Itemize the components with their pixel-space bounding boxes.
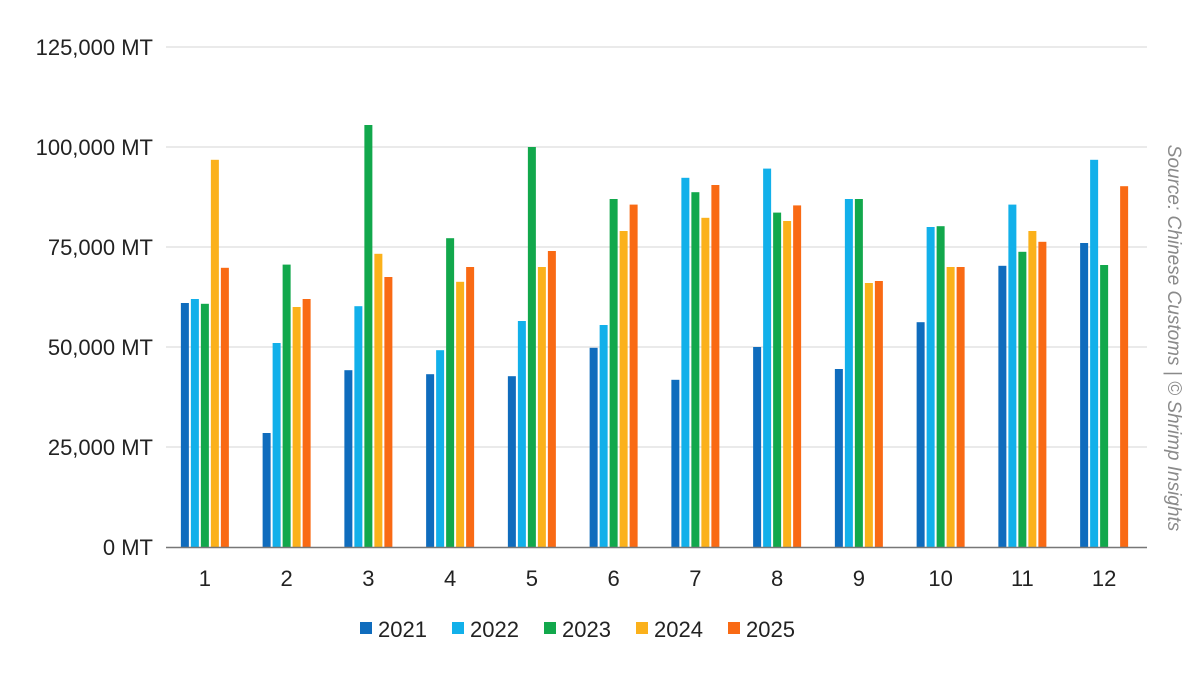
x-tick-label: 12 — [1092, 566, 1116, 591]
bar-2025-month-9 — [874, 281, 883, 547]
legend-swatch-2024 — [636, 622, 648, 634]
bar-2022-month-4 — [436, 350, 445, 547]
x-tick-label: 5 — [526, 566, 538, 591]
bar-2023-month-1 — [200, 303, 209, 547]
bar-2021-month-8 — [753, 347, 762, 547]
x-tick-label: 6 — [608, 566, 620, 591]
legend-label-2023: 2023 — [562, 617, 611, 642]
bar-2025-month-1 — [220, 267, 229, 547]
y-tick-label: 75,000 MT — [48, 235, 153, 260]
y-tick-label: 0 MT — [103, 535, 153, 560]
bar-2022-month-6 — [599, 325, 608, 547]
bar-2022-month-9 — [844, 199, 853, 547]
bar-2023-month-11 — [1018, 251, 1027, 548]
bar-2025-month-10 — [956, 267, 965, 547]
bar-2024-month-10 — [946, 267, 955, 547]
bar-2025-month-8 — [793, 205, 802, 547]
bar-2023-month-7 — [691, 192, 700, 547]
bar-2021-month-9 — [834, 369, 843, 547]
x-tick-label: 11 — [1011, 566, 1034, 591]
bar-2025-month-4 — [466, 267, 475, 547]
y-tick-label: 25,000 MT — [48, 435, 153, 460]
bar-2022-month-10 — [926, 227, 935, 547]
bar-2021-month-7 — [671, 379, 680, 547]
bar-2025-month-12 — [1120, 186, 1129, 547]
bar-2024-month-8 — [783, 221, 792, 547]
bar-2024-month-3 — [374, 253, 383, 548]
bar-2024-month-1 — [210, 159, 219, 548]
bar-2024-month-6 — [619, 231, 628, 547]
bar-2023-month-8 — [773, 212, 782, 547]
gridlines — [166, 46, 1147, 448]
bar-2025-month-6 — [629, 204, 638, 547]
legend-swatch-2022 — [452, 622, 464, 634]
bar-2022-month-12 — [1090, 159, 1099, 548]
bar-2023-month-2 — [282, 264, 291, 547]
bar-2023-month-9 — [854, 199, 863, 547]
legend-label-2024: 2024 — [654, 617, 703, 642]
x-tick-label: 2 — [281, 566, 293, 591]
bar-2024-month-7 — [701, 217, 710, 548]
bar-2024-month-2 — [292, 307, 301, 547]
legend-swatch-2021 — [360, 622, 372, 634]
bar-2023-month-4 — [446, 238, 455, 547]
bar-2021-month-1 — [180, 303, 189, 547]
bar-2021-month-5 — [507, 376, 516, 547]
bars — [180, 125, 1129, 548]
y-tick-label: 50,000 MT — [48, 335, 153, 360]
legend-label-2022: 2022 — [470, 617, 519, 642]
x-axis-tick-labels: 1 2 3 4 5 6 7 8 9 10 11 12 — [199, 566, 1117, 591]
bar-2022-month-3 — [354, 306, 363, 547]
legend-swatch-2023 — [544, 622, 556, 634]
source-note: Source: Chinese Customs | © Shrimp Insig… — [1163, 145, 1184, 532]
bar-2024-month-5 — [537, 267, 546, 547]
x-tick-label: 4 — [444, 566, 456, 591]
bar-2025-month-11 — [1038, 241, 1047, 548]
bar-2023-month-12 — [1100, 265, 1109, 547]
bar-2021-month-10 — [916, 322, 925, 547]
bar-2021-month-2 — [262, 433, 271, 547]
bar-2021-month-6 — [589, 347, 598, 547]
bar-2024-month-9 — [864, 283, 873, 547]
legend-swatch-2025 — [728, 622, 740, 634]
y-axis-tick-labels: 125,000 MT 100,000 MT 75,000 MT 50,000 MT 25… — [36, 35, 153, 560]
bar-2025-month-5 — [547, 251, 556, 547]
bar-2025-month-2 — [302, 299, 311, 547]
bar-2024-month-11 — [1028, 231, 1037, 547]
x-tick-label: 10 — [928, 566, 952, 591]
bar-2021-month-4 — [426, 374, 435, 547]
x-tick-label: 7 — [689, 566, 701, 591]
bar-2025-month-3 — [384, 277, 393, 547]
x-tick-label: 8 — [771, 566, 783, 591]
bar-2022-month-11 — [1008, 204, 1017, 547]
bar-2023-month-6 — [609, 199, 618, 547]
bar-2022-month-1 — [190, 299, 199, 547]
bar-2023-month-3 — [364, 125, 373, 547]
bar-2021-month-12 — [1080, 243, 1089, 547]
y-tick-label: 100,000 MT — [36, 135, 153, 160]
bar-2021-month-11 — [998, 265, 1007, 547]
x-tick-label: 3 — [362, 566, 374, 591]
y-tick-label: 125,000 MT — [36, 35, 153, 60]
x-tick-label: 9 — [853, 566, 865, 591]
bar-2022-month-8 — [763, 168, 772, 547]
legend-label-2025: 2025 — [746, 617, 795, 642]
bar-2022-month-7 — [681, 177, 690, 548]
bar-2021-month-3 — [344, 370, 353, 547]
x-tick-label: 1 — [199, 566, 211, 591]
bar-2025-month-7 — [711, 185, 720, 547]
bar-2023-month-10 — [936, 226, 945, 547]
bar-2022-month-2 — [272, 343, 281, 547]
bar-2023-month-5 — [527, 147, 536, 547]
legend-label-2021: 2021 — [378, 617, 427, 642]
bar-2022-month-5 — [517, 321, 526, 547]
bar-2024-month-4 — [456, 281, 465, 547]
legend: 2021 2022 2023 2024 2025 — [360, 617, 795, 642]
